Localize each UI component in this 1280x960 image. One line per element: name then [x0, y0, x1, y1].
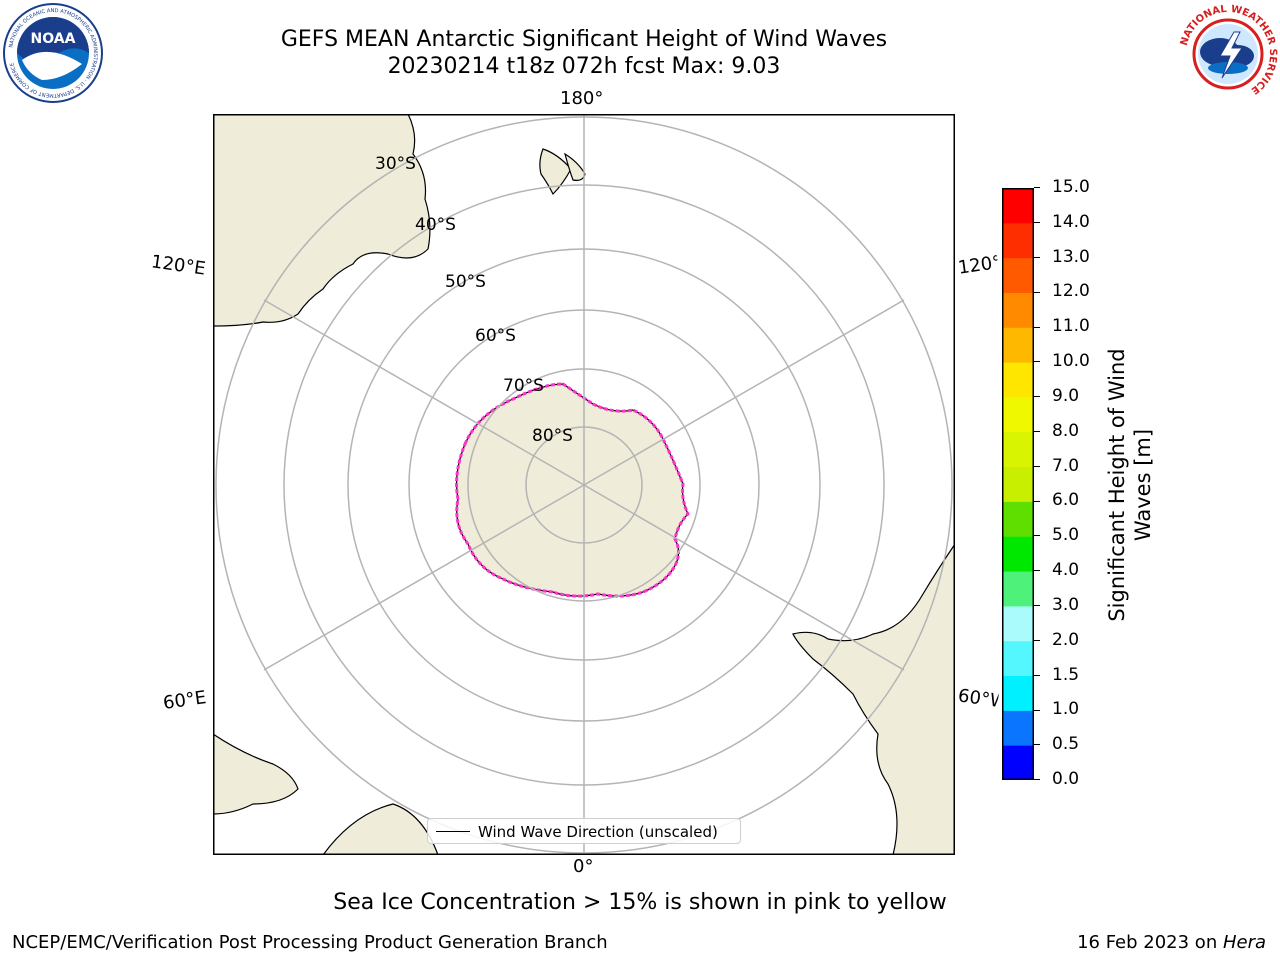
colorbar-band — [1002, 501, 1034, 537]
colorbar-tick-label: 0.0 — [1052, 769, 1080, 789]
colorbar-tick-mark — [1034, 744, 1040, 746]
map-title: GEFS MEAN Antarctic Significant Height o… — [280, 27, 888, 52]
land-new-zealand-north — [564, 152, 586, 181]
footer-host: Hera — [1222, 932, 1266, 953]
colorbar-tick-mark — [1034, 709, 1040, 711]
land-africa — [213, 733, 299, 815]
lon-label-120w: 120°W — [956, 252, 1000, 279]
colorbar-tick-mark — [1034, 326, 1040, 328]
map-subtitle: 20230214 t18z 072h fcst Max: 9.03 — [387, 54, 781, 79]
colorbar-tick-mark — [1034, 291, 1040, 293]
map-svg: 30°S 40°S 50°S 60°S 70°S 80°S — [213, 114, 955, 855]
colorbar-tick-mark — [1034, 570, 1040, 572]
land-masses — [213, 114, 955, 855]
colorbar-band — [1002, 571, 1034, 607]
colorbar-band — [1002, 431, 1034, 468]
footer-date: 16 Feb 2023 on Hera — [1077, 932, 1266, 953]
colorbar-tick-mark — [1034, 779, 1040, 781]
lat-label-30s: 30°S — [375, 154, 416, 174]
colorbar-tick-label: 14.0 — [1052, 211, 1090, 232]
colorbar-band — [1002, 536, 1034, 572]
colorbar-label-text: Significant Height of Wind Waves [m] — [1105, 348, 1155, 622]
land-south-america — [792, 542, 955, 855]
lat-label-60s: 60°S — [475, 326, 516, 346]
land-new-zealand — [539, 148, 572, 196]
lat-label-50s: 50°S — [445, 272, 486, 292]
colorbar-tick-mark — [1034, 222, 1040, 224]
colorbar-band — [1002, 257, 1034, 293]
colorbar-tick-mark — [1034, 465, 1040, 467]
colorbar-band — [1002, 396, 1034, 433]
colorbar-tick-mark — [1034, 500, 1040, 502]
polar-map: 30°S 40°S 50°S 60°S 70°S 80°S — [213, 114, 955, 855]
colorbar-tick-mark — [1034, 535, 1040, 537]
land-australia — [213, 114, 431, 327]
colorbar — [1002, 188, 1034, 781]
colorbar-band — [1002, 327, 1034, 363]
footer-credit: NCEP/EMC/Verification Post Processing Pr… — [12, 932, 608, 953]
colorbar-band — [1002, 745, 1034, 781]
colorbar-tick-mark — [1034, 431, 1040, 432]
colorbar-tick-label: 2.0 — [1052, 629, 1080, 650]
colorbar-tick-label: 4.0 — [1052, 560, 1080, 581]
lat-label-80s: 80°S — [532, 426, 573, 446]
lon-label-60e: 60°E — [161, 687, 208, 714]
colorbar-band — [1002, 188, 1034, 224]
lon-label-180: 180° — [560, 88, 604, 109]
colorbar-band — [1002, 710, 1034, 746]
colorbar-tick-mark — [1034, 674, 1040, 676]
colorbar-band — [1002, 605, 1034, 642]
nws-logo: NATIONAL WEATHER SERVICE — [1176, 2, 1280, 106]
colorbar-tick-label: 0.5 — [1052, 734, 1080, 755]
colorbar-tick-mark — [1034, 605, 1040, 607]
noaa-logo-text: NOAA — [31, 31, 76, 47]
map-legend: Wind Wave Direction (unscaled) — [427, 818, 741, 844]
colorbar-tick-mark — [1034, 396, 1040, 398]
colorbar-tick-mark — [1034, 639, 1040, 641]
colorbar-band — [1002, 222, 1034, 259]
colorbar-tick-label: 9.0 — [1052, 385, 1080, 406]
lon-label-0: 0° — [573, 856, 594, 877]
colorbar-band — [1002, 292, 1034, 328]
sea-ice-edge — [455, 382, 690, 598]
colorbar-band — [1002, 362, 1034, 398]
footer-date-text: 16 Feb 2023 on — [1077, 932, 1223, 953]
colorbar-band — [1002, 675, 1034, 711]
colorbar-tick-label: 12.0 — [1052, 281, 1090, 302]
colorbar-tick-mark — [1034, 256, 1040, 258]
colorbar-tick-mark — [1034, 187, 1040, 189]
colorbar-tick-label: 3.0 — [1052, 594, 1080, 615]
colorbar-tick-mark — [1034, 361, 1040, 363]
colorbar-svg — [1002, 188, 1034, 781]
lon-label-60w: 60°W — [956, 685, 1000, 712]
colorbar-tick-label: 11.0 — [1052, 316, 1090, 337]
colorbar-tick-label: 1.0 — [1052, 699, 1080, 720]
legend-label: Wind Wave Direction (unscaled) — [478, 823, 718, 841]
colorbar-tick-label: 5.0 — [1052, 525, 1080, 546]
colorbar-tick-label: 15.0 — [1052, 177, 1090, 197]
colorbar-tick-label: 6.0 — [1052, 490, 1080, 511]
legend-line-swatch — [436, 831, 470, 832]
sea-ice-note: Sea Ice Concentration > 15% is shown in … — [333, 890, 947, 915]
colorbar-tick-label: 7.0 — [1052, 455, 1080, 476]
colorbar-tick-label: 13.0 — [1052, 246, 1090, 267]
lat-label-40s: 40°S — [415, 215, 456, 235]
colorbar-band — [1002, 640, 1034, 677]
graticule — [215, 114, 953, 855]
lat-label-70s: 70°S — [503, 376, 544, 396]
colorbar-tick-label: 10.0 — [1052, 351, 1090, 372]
lon-label-120e: 120°E — [149, 251, 207, 280]
colorbar-band — [1002, 466, 1034, 502]
colorbar-tick-label: 8.0 — [1052, 420, 1080, 441]
colorbar-tick-label: 1.5 — [1052, 664, 1080, 685]
noaa-logo: NOAA NATIONAL OCEANIC AND ATMOSPHERIC AD… — [2, 2, 104, 104]
